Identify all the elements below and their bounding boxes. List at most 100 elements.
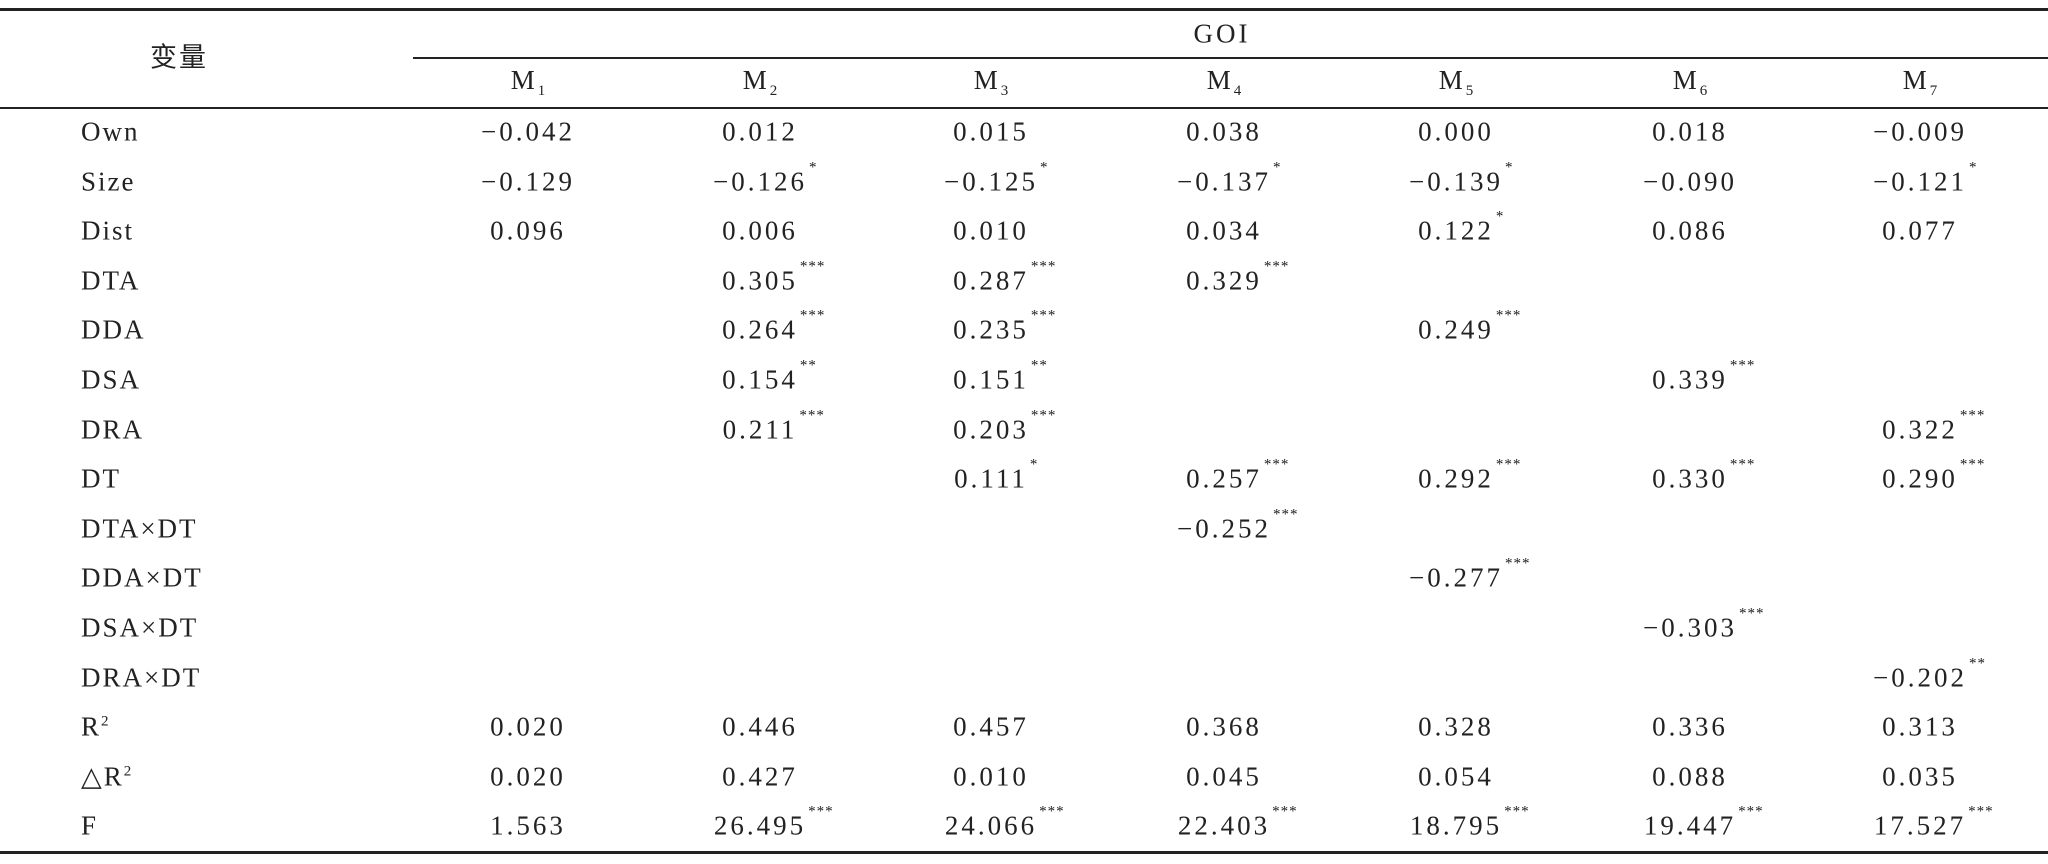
corner-header: 变量 [150,42,208,74]
model-base: M [1206,64,1234,95]
cell: 0.203 *** [953,408,1055,443]
cell: 26.495 *** [713,804,833,841]
group-rule [413,57,2048,59]
cell-value: −0.202 [1873,662,1967,693]
cell: 0.111 * [954,457,1037,493]
significance: *** [1495,456,1522,473]
cell: 0.292 *** [1418,457,1520,494]
cell: 0.322 *** [1882,408,1984,443]
model-base: M [510,64,538,95]
significance: *** [808,803,834,820]
header-rule [0,107,2048,109]
cell: 0.151 ** [953,358,1047,395]
cell: 0.077 [1882,215,1958,246]
row-label: DT [81,463,121,494]
cell: 17.527 *** [1874,804,1993,840]
cell: 0.249 *** [1418,308,1520,344]
row-label: DSA×DT [81,612,199,643]
cell-value: 26.495 [713,810,807,841]
row-label: Size [81,166,136,197]
cell-value: 24.066 [944,810,1038,841]
cell: 0.020 [490,711,566,742]
significance: * [1039,159,1049,176]
cell-value: 0.211 [722,414,798,445]
significance: *** [1504,803,1530,820]
model-header: M1 [510,64,546,99]
significance: *** [1039,803,1065,820]
cell: 22.403 *** [1177,804,1297,841]
cell: 0.336 [1652,711,1728,742]
cell: 0.313 [1882,711,1958,742]
significance: *** [1030,407,1057,424]
cell-value: −0.125 [944,166,1038,197]
cell: 0.034 [1186,215,1262,246]
cell: 0.368 [1186,711,1262,742]
significance: *** [799,258,826,275]
cell: 0.235 *** [953,308,1055,345]
row-label: F [81,810,99,841]
cell: −0.126 * [713,160,817,195]
significance: *** [1968,803,1994,820]
model-base: M [742,64,770,95]
cell: 24.066 *** [944,804,1064,841]
cell: 0.211 *** [722,408,824,445]
cell: 1.563 [490,810,566,841]
significance: *** [1030,258,1057,275]
row-label: DTA×DT [81,513,198,544]
model-sub: 6 [1699,83,1708,100]
row-label: R2 [81,711,109,742]
cell: 0.006 [722,215,798,246]
model-header: M2 [742,64,778,99]
cell: −0.129 [481,166,575,197]
cell-value: 19.447 [1643,810,1737,841]
cell-value: 0.235 [953,314,1029,345]
cell: 19.447 *** [1643,804,1763,841]
label-sup: 2 [123,763,132,780]
cell-value: 0.287 [953,265,1029,296]
label-base: R [81,711,102,742]
significance: ** [1030,357,1048,374]
cell: −0.090 [1643,166,1737,197]
cell-value: −0.277 [1409,562,1503,593]
cell: 0.427 [722,761,798,792]
cell: 0.010 [953,761,1029,792]
cell: −0.009 [1873,116,1967,147]
model-sub: 7 [1929,83,1938,100]
cell: 0.054 [1418,761,1494,792]
model-base: M [1672,64,1700,95]
model-sub: 4 [1233,83,1242,100]
cell-value: 0.151 [953,364,1029,395]
cell: 0.154 ** [722,358,816,394]
cell-value: −0.139 [1409,166,1503,197]
cell: 0.045 [1186,761,1262,792]
cell-value: 22.403 [1177,810,1271,841]
model-header: M4 [1206,64,1242,100]
significance: * [1029,456,1039,473]
cell: −0.121 * [1873,160,1977,195]
significance: * [808,159,818,176]
cell-value: 0.292 [1418,463,1494,494]
row-label: Own [81,116,140,147]
model-base: M [1902,64,1930,95]
cell: 0.287 *** [953,259,1055,296]
cell-value: −0.303 [1643,612,1737,643]
cell: 0.330 *** [1652,457,1754,493]
row-label: DRA×DT [81,662,202,693]
significance: * [1968,159,1978,176]
top-rule [0,8,2048,11]
cell: 0.446 [722,711,798,742]
significance: *** [1738,803,1764,820]
model-header: M3 [974,66,1009,99]
cell: −0.303 *** [1643,606,1764,643]
cell: 0.096 [490,215,566,246]
label-base: △R [81,761,124,792]
cell: −0.139 * [1409,160,1513,197]
significance: *** [1495,307,1522,324]
cell: 0.038 [1186,116,1262,147]
significance: *** [1263,456,1290,473]
cell: 0.264 *** [722,308,824,344]
significance: * [1495,208,1505,225]
cell-value: 0.257 [1186,463,1262,494]
significance: *** [799,307,826,324]
